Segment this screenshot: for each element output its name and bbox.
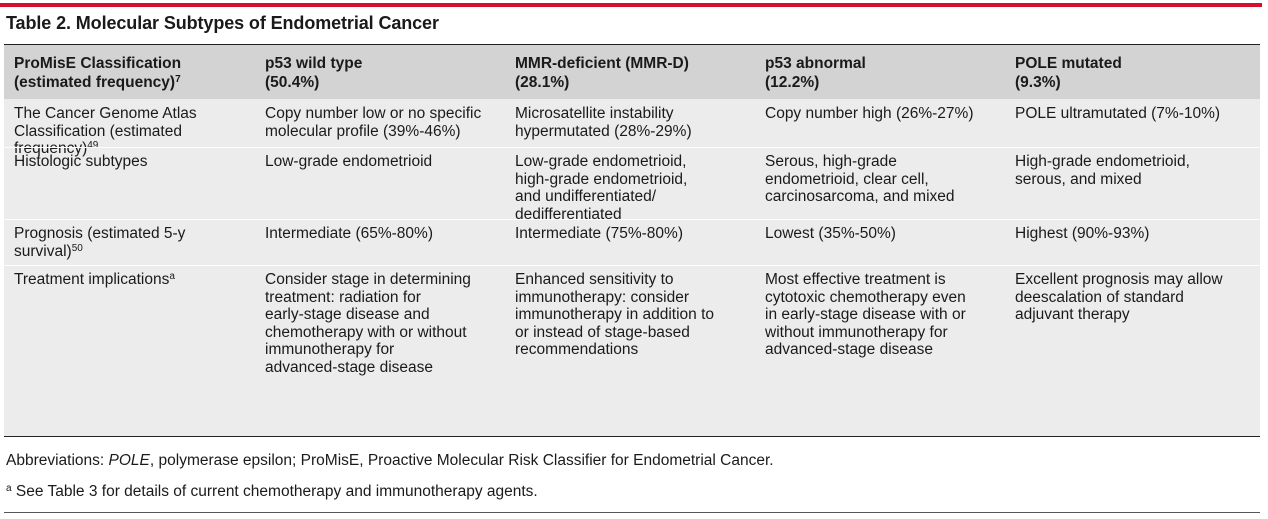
table-cell: Serous, high-grade endometrioid, clear c… (765, 153, 955, 205)
table-cell: POLE ultramutated (7%-10%) (1015, 105, 1221, 122)
table-cell: Intermediate (75%-80%) (515, 225, 683, 242)
row-label: Treatment implicationsa (14, 271, 175, 288)
table-cell: Most effective treatment is cytotoxic ch… (765, 271, 966, 358)
footnote-a: a See Table 3 for details of current che… (6, 483, 538, 500)
row-divider (4, 147, 1260, 148)
table-cell: Consider stage in determining treatment:… (265, 271, 471, 376)
row-label: Histologic subtypes (14, 153, 148, 170)
table-header-row (4, 45, 1260, 99)
table-cell: Excellent prognosis may allow deescalati… (1015, 271, 1223, 323)
header-cell-4: POLE mutated (9.3%) (1015, 55, 1122, 91)
abbreviations-note: Abbreviations: POLE, polymerase epsilon;… (6, 452, 774, 469)
row-label: The Cancer Genome Atlas Classification (… (14, 105, 197, 157)
data-table: ProMisE Classification (estimated freque… (4, 44, 1260, 437)
table-cell: Enhanced sensitivity to immunotherapy: c… (515, 271, 715, 358)
header-cell-0: ProMisE Classification (estimated freque… (14, 55, 182, 91)
row-divider (4, 265, 1260, 266)
header-cell-2: MMR-deficient (MMR-D) (28.1%) (515, 55, 689, 91)
top-accent-rule (0, 3, 1262, 7)
table-cell: Low-grade endometrioid (265, 153, 433, 170)
table-cell: Lowest (35%-50%) (765, 225, 896, 242)
table-cell: Copy number low or no specific molecular… (265, 105, 482, 140)
table-cell: Copy number high (26%-27%) (765, 105, 974, 122)
table-title: Table 2. Molecular Subtypes of Endometri… (6, 13, 439, 33)
header-cell-1: p53 wild type (50.4%) (265, 55, 363, 91)
table-cell: Highest (90%-93%) (1015, 225, 1150, 242)
table-cell: Low-grade endometrioid, high-grade endom… (515, 153, 688, 223)
row-label: Prognosis (estimated 5-y survival)50 (14, 225, 186, 260)
table-cell: Microsatellite instability hypermutated … (515, 105, 692, 140)
header-cell-3: p53 abnormal (12.2%) (765, 55, 866, 91)
row-divider (4, 219, 1260, 220)
bottom-rule (4, 512, 1260, 513)
table-cell: Intermediate (65%-80%) (265, 225, 433, 242)
table-cell: High-grade endometrioid, serous, and mix… (1015, 153, 1190, 188)
